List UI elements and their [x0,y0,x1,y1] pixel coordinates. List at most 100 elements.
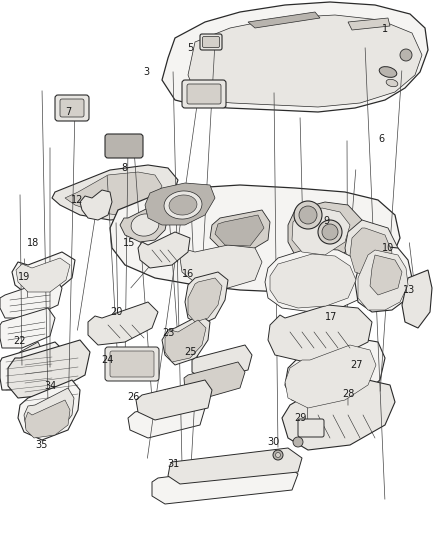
Polygon shape [402,270,432,328]
Polygon shape [350,228,392,278]
Circle shape [318,220,342,244]
Polygon shape [165,320,206,362]
Text: 18: 18 [27,238,39,247]
FancyBboxPatch shape [105,134,143,158]
Text: 3: 3 [144,67,150,77]
Polygon shape [88,302,158,345]
Text: 34: 34 [44,382,57,391]
Circle shape [400,49,412,61]
Ellipse shape [379,67,397,77]
Text: 28: 28 [342,390,354,399]
Text: 16: 16 [182,270,194,279]
Polygon shape [15,342,42,365]
FancyBboxPatch shape [298,419,324,437]
Ellipse shape [164,191,202,219]
FancyBboxPatch shape [202,36,219,47]
Polygon shape [168,448,302,484]
Text: 8: 8 [122,163,128,173]
Text: 31: 31 [167,459,179,469]
Polygon shape [270,254,356,308]
Text: 23: 23 [162,328,175,338]
Polygon shape [128,398,205,438]
Polygon shape [52,165,178,220]
Polygon shape [152,462,298,504]
Polygon shape [355,245,412,312]
Polygon shape [162,2,428,112]
FancyBboxPatch shape [60,99,84,117]
Text: 26: 26 [127,392,140,402]
Polygon shape [0,278,62,318]
Polygon shape [8,340,90,398]
Polygon shape [215,215,264,246]
Polygon shape [138,232,190,268]
FancyBboxPatch shape [105,347,159,381]
FancyBboxPatch shape [182,80,226,108]
Polygon shape [110,185,400,292]
FancyBboxPatch shape [55,95,89,121]
Text: 12: 12 [71,195,83,205]
Polygon shape [185,272,228,325]
Text: 17: 17 [325,312,337,322]
Text: 22: 22 [14,336,26,346]
Text: 13: 13 [403,286,416,295]
Circle shape [294,201,322,229]
Polygon shape [184,362,245,400]
Text: 35: 35 [35,440,48,450]
FancyBboxPatch shape [187,84,221,104]
Polygon shape [285,345,376,408]
Polygon shape [248,12,320,28]
Circle shape [299,206,317,224]
Text: 5: 5 [187,43,194,53]
Polygon shape [188,278,222,322]
Polygon shape [65,172,162,215]
Polygon shape [80,190,112,220]
Text: 10: 10 [381,243,394,253]
Circle shape [273,450,283,460]
Text: 27: 27 [351,360,363,370]
Polygon shape [268,305,372,362]
Polygon shape [18,380,80,440]
Text: 19: 19 [18,272,30,282]
Text: 29: 29 [294,414,306,423]
Text: 24: 24 [101,355,113,365]
Polygon shape [288,202,362,260]
Polygon shape [162,315,210,365]
Polygon shape [188,15,422,107]
Polygon shape [192,345,252,380]
Text: 9: 9 [323,216,329,226]
Text: 25: 25 [184,347,197,357]
Text: 6: 6 [378,134,384,143]
Text: 7: 7 [65,107,71,117]
Polygon shape [282,380,395,450]
Polygon shape [370,255,402,295]
Circle shape [293,437,303,447]
Polygon shape [0,308,55,348]
Circle shape [276,453,280,457]
FancyBboxPatch shape [200,34,222,50]
Polygon shape [265,248,368,312]
Polygon shape [145,183,215,225]
Polygon shape [16,258,70,292]
Text: 15: 15 [123,238,135,247]
Polygon shape [358,250,408,310]
Polygon shape [292,208,350,255]
Text: 1: 1 [382,25,389,34]
Polygon shape [345,220,398,280]
Polygon shape [0,342,65,390]
Polygon shape [210,210,270,252]
FancyBboxPatch shape [110,351,154,377]
Polygon shape [180,245,262,288]
Polygon shape [120,208,168,242]
Polygon shape [285,338,385,408]
Text: 20: 20 [110,307,122,317]
Text: 30: 30 [268,438,280,447]
Polygon shape [136,380,212,420]
Polygon shape [25,400,70,438]
Polygon shape [24,388,74,436]
Ellipse shape [131,214,159,236]
Circle shape [322,224,338,240]
Polygon shape [12,252,75,295]
Ellipse shape [386,79,398,87]
Polygon shape [348,18,390,30]
Ellipse shape [169,195,197,215]
